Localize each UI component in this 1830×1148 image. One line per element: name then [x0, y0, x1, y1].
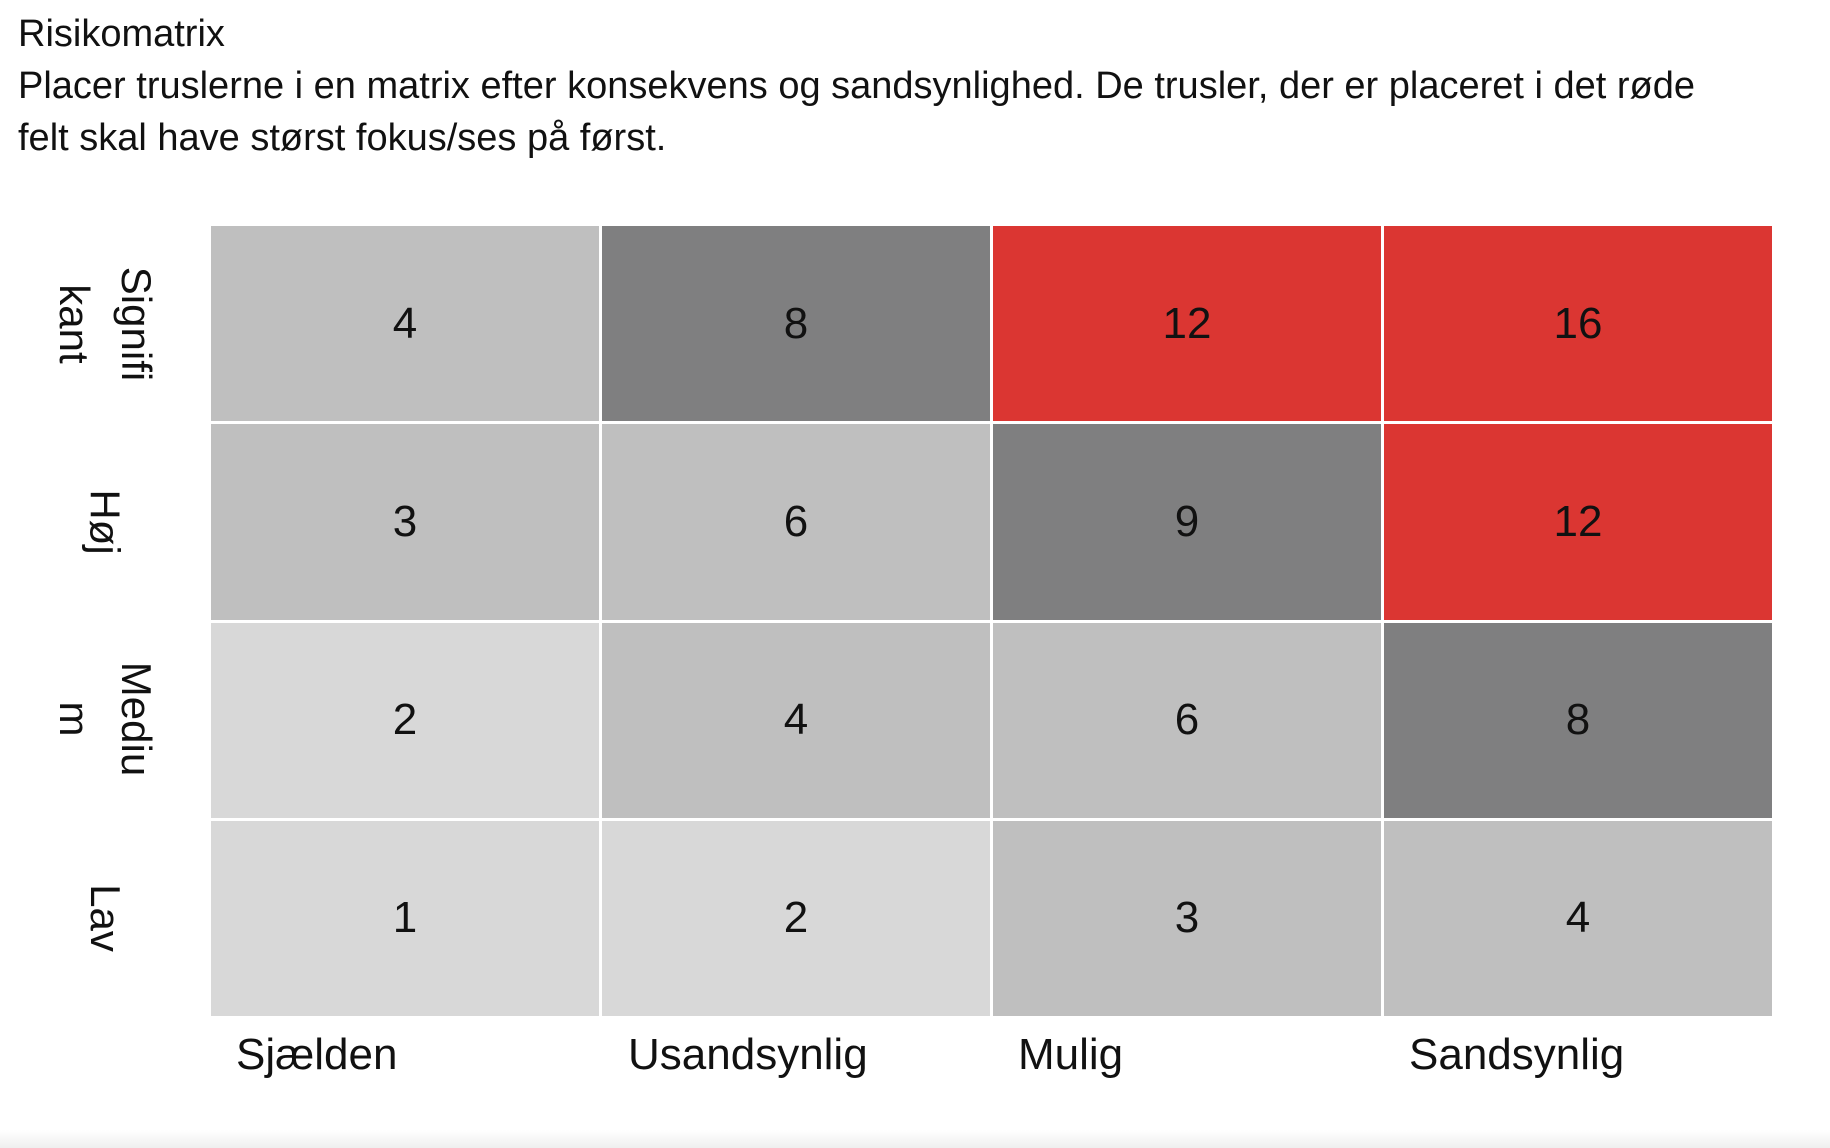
y-axis-label-hoej: Høj — [20, 425, 190, 619]
y-axis-label-text: Lav — [82, 883, 129, 952]
x-axis-label-sjaelden: Sjælden — [236, 1030, 398, 1079]
x-axis-label-sandsynlig: Sandsynlig — [1409, 1030, 1625, 1079]
matrix-cell: 16 — [1384, 226, 1772, 422]
matrix-cell: 2 — [602, 820, 990, 1016]
matrix-cell: 12 — [993, 226, 1381, 422]
y-axis-label-signifikant: Signifi kant — [20, 226, 190, 422]
matrix-cell: 6 — [602, 424, 990, 620]
matrix-cell: 9 — [993, 424, 1381, 620]
y-axis-label-text: Mediu m — [51, 661, 160, 777]
y-axis-label-text: Signifi kant — [51, 266, 160, 382]
matrix-cell: 3 — [993, 820, 1381, 1016]
matrix-cell: 6 — [993, 622, 1381, 818]
instruction-text: Placer truslerne i en matrix efter konse… — [18, 65, 1696, 159]
matrix-cell: 1 — [211, 820, 599, 1016]
y-axis-label-lav: Lav — [20, 819, 190, 1016]
matrix-cell: 8 — [1384, 622, 1772, 818]
matrix-cell: 4 — [602, 622, 990, 818]
matrix-cell: 2 — [211, 622, 599, 818]
matrix-cell: 4 — [1384, 820, 1772, 1016]
risk-matrix: 4 8 12 16 3 6 9 12 2 4 6 8 1 2 3 4 — [211, 226, 1772, 1016]
matrix-cell: 12 — [1384, 424, 1772, 620]
matrix-cell: 4 — [211, 226, 599, 422]
matrix-cell: 3 — [211, 424, 599, 620]
matrix-cell: 8 — [602, 226, 990, 422]
page-title: Risikomatrix — [18, 13, 225, 55]
y-axis-label-text: Høj — [81, 489, 129, 555]
y-axis-label-medium: Mediu m — [20, 622, 190, 816]
x-axis-label-usandsynlig: Usandsynlig — [628, 1030, 868, 1079]
x-axis-label-mulig: Mulig — [1018, 1030, 1124, 1079]
bottom-shadow — [0, 1130, 1830, 1148]
